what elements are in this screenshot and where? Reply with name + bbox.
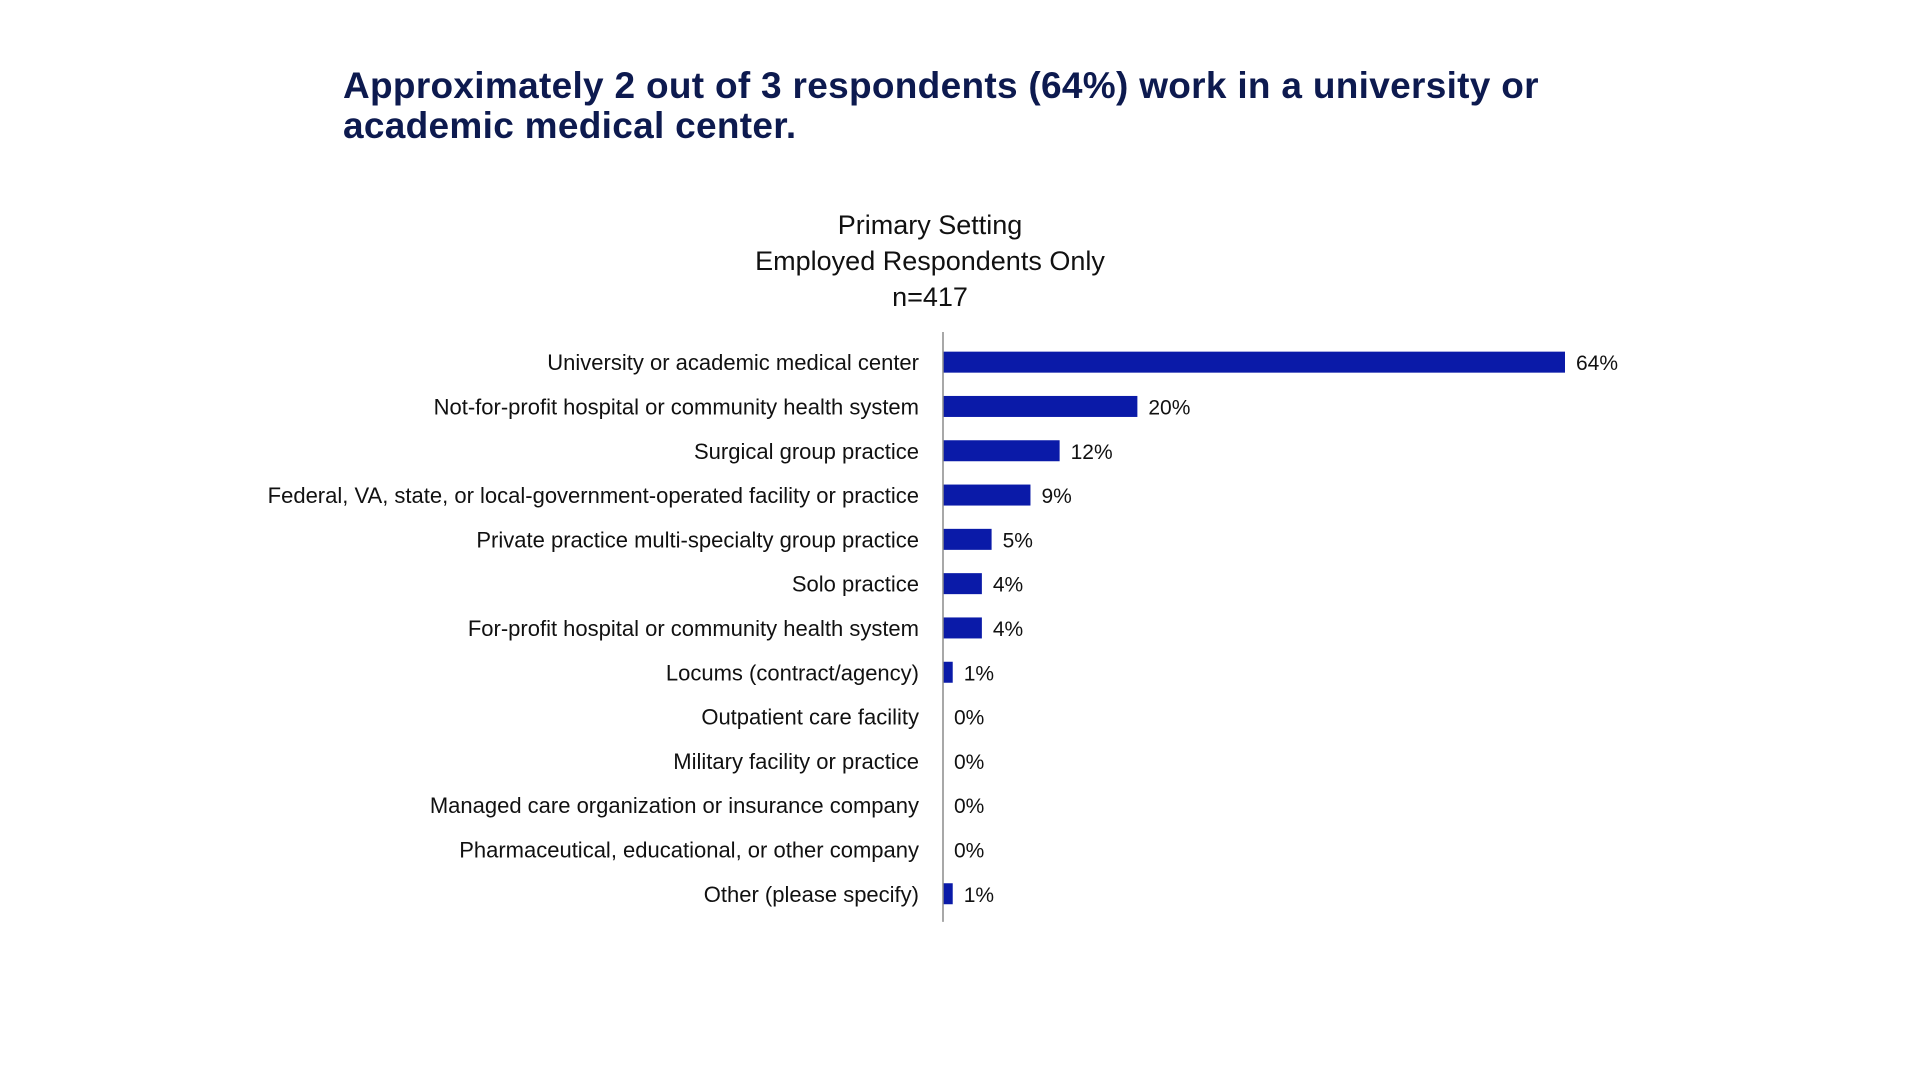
category-label: Locums (contract/agency) bbox=[666, 660, 919, 685]
bar bbox=[943, 351, 1565, 373]
slide-title: Approximately 2 out of 3 respondents (64… bbox=[343, 65, 1539, 146]
bar bbox=[943, 573, 982, 595]
category-label: Military facility or practice bbox=[673, 749, 919, 774]
data-label: 0% bbox=[954, 839, 984, 862]
category-label: Other (please specify) bbox=[704, 882, 919, 907]
bar bbox=[943, 484, 1031, 506]
data-label: 5% bbox=[1003, 529, 1033, 552]
bar bbox=[943, 528, 992, 550]
data-label: 1% bbox=[964, 884, 994, 907]
chart-subtitle: Employed Respondents Only bbox=[755, 246, 1105, 276]
chart-sample-size: n=417 bbox=[892, 282, 968, 312]
bar bbox=[943, 883, 953, 905]
category-label: Pharmaceutical, educational, or other co… bbox=[459, 837, 919, 862]
category-label: For-profit hospital or community health … bbox=[468, 616, 919, 641]
bar bbox=[943, 661, 953, 683]
data-label: 4% bbox=[993, 574, 1023, 597]
category-label: Managed care organization or insurance c… bbox=[430, 793, 919, 818]
category-label: Surgical group practice bbox=[694, 439, 919, 464]
category-label: Private practice multi-specialty group p… bbox=[476, 527, 919, 552]
chart-heading: Primary Setting Employed Respondents Onl… bbox=[700, 207, 1160, 315]
data-label: 0% bbox=[954, 751, 984, 774]
bar bbox=[943, 617, 982, 639]
bar bbox=[943, 395, 1138, 417]
data-label: 1% bbox=[964, 662, 994, 685]
bar bbox=[943, 440, 1060, 462]
data-label: 0% bbox=[954, 707, 984, 730]
category-label: University or academic medical center bbox=[547, 350, 919, 375]
data-label: 64% bbox=[1576, 352, 1618, 375]
category-label: Solo practice bbox=[792, 572, 919, 597]
category-label: Federal, VA, state, or local-government-… bbox=[268, 483, 919, 508]
data-label: 4% bbox=[993, 618, 1023, 641]
data-label: 20% bbox=[1148, 396, 1190, 419]
chart-title: Primary Setting bbox=[837, 210, 1023, 240]
bar-chart: University or academic medical center 64%… bbox=[268, 332, 1618, 922]
category-label: Not-for-profit hospital or community hea… bbox=[434, 394, 919, 419]
category-label: Outpatient care facility bbox=[701, 705, 919, 730]
data-label: 0% bbox=[954, 795, 984, 818]
data-label: 9% bbox=[1041, 485, 1071, 508]
data-label: 12% bbox=[1071, 441, 1113, 464]
